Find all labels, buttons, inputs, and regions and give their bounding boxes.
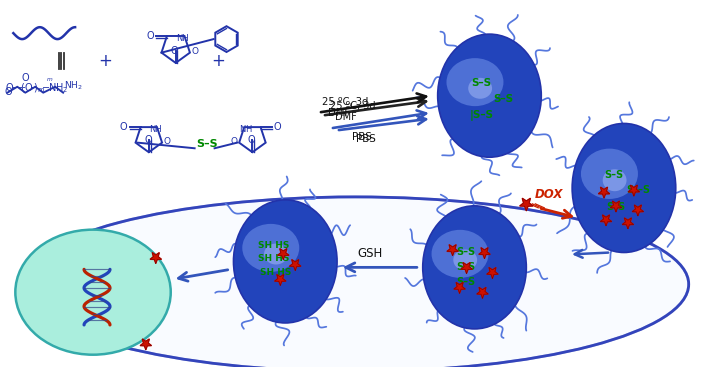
Polygon shape xyxy=(277,249,289,259)
Polygon shape xyxy=(629,185,640,196)
Polygon shape xyxy=(520,198,533,211)
Ellipse shape xyxy=(423,206,526,329)
Ellipse shape xyxy=(454,250,477,270)
Text: O: O xyxy=(247,135,255,145)
Text: S–S: S–S xyxy=(604,170,623,180)
Text: O: O xyxy=(230,137,237,146)
Polygon shape xyxy=(140,339,151,350)
Polygon shape xyxy=(632,205,643,216)
Text: +: + xyxy=(98,52,112,70)
Text: O: O xyxy=(171,46,178,56)
Text: O: O xyxy=(191,47,198,56)
Ellipse shape xyxy=(438,34,541,157)
Text: NH: NH xyxy=(176,34,189,43)
Ellipse shape xyxy=(432,230,488,278)
Polygon shape xyxy=(477,287,488,298)
Ellipse shape xyxy=(264,244,288,265)
Text: 25 ºC, 3d: 25 ºC, 3d xyxy=(330,100,375,110)
Text: |S–S: |S–S xyxy=(469,110,493,120)
Text: O: O xyxy=(4,87,12,97)
Ellipse shape xyxy=(603,169,626,191)
Text: DMF: DMF xyxy=(328,107,351,117)
Ellipse shape xyxy=(469,78,492,99)
Text: O: O xyxy=(274,122,282,132)
Text: S––S: S––S xyxy=(626,185,650,195)
Polygon shape xyxy=(454,282,465,293)
Text: S–S: S–S xyxy=(606,202,625,212)
Text: SH HS: SH HS xyxy=(258,241,290,250)
Text: O: O xyxy=(144,135,151,145)
Text: S–S: S–S xyxy=(456,262,476,272)
Text: $\rm NH_2$: $\rm NH_2$ xyxy=(64,80,83,92)
Text: DOX: DOX xyxy=(534,188,562,201)
Text: O: O xyxy=(21,73,29,83)
Text: DMF: DMF xyxy=(335,113,357,123)
Text: S–S: S–S xyxy=(456,247,476,258)
Ellipse shape xyxy=(572,123,675,252)
Text: $\rm O\!\!-\!\!\!\!-\!\!\!\!(O\!\!\!-\!\!\!\!)_m\!\!\!-\!\!NH_2$: $\rm O\!\!-\!\!\!\!-\!\!\!\!(O\!\!\!-\!\… xyxy=(6,81,69,95)
Text: S–S: S–S xyxy=(471,78,492,88)
Text: GSH: GSH xyxy=(358,247,383,261)
Text: S–S: S–S xyxy=(197,139,218,149)
Ellipse shape xyxy=(233,200,337,323)
Text: $_m$: $_m$ xyxy=(46,75,53,84)
Text: SH HS: SH HS xyxy=(260,268,292,277)
Polygon shape xyxy=(600,215,611,226)
Text: S–S: S–S xyxy=(456,277,476,287)
Polygon shape xyxy=(479,248,490,258)
Ellipse shape xyxy=(21,197,689,368)
Text: S–S: S–S xyxy=(493,93,513,104)
Text: PBS: PBS xyxy=(352,132,372,142)
Polygon shape xyxy=(610,201,621,212)
Text: H: H xyxy=(245,125,252,134)
Ellipse shape xyxy=(447,58,503,106)
Polygon shape xyxy=(599,187,610,198)
Polygon shape xyxy=(461,262,472,273)
Polygon shape xyxy=(622,218,634,229)
Text: PBS: PBS xyxy=(356,134,376,144)
Text: O: O xyxy=(146,31,154,41)
Text: O: O xyxy=(164,137,171,146)
Ellipse shape xyxy=(242,224,299,272)
Text: SH HS: SH HS xyxy=(258,254,290,263)
Polygon shape xyxy=(289,259,301,270)
Text: N: N xyxy=(239,125,245,134)
Text: 25 ºC, 3d: 25 ºC, 3d xyxy=(322,97,368,107)
Polygon shape xyxy=(150,252,161,263)
Polygon shape xyxy=(447,245,459,255)
Text: O: O xyxy=(120,122,127,132)
Polygon shape xyxy=(487,268,498,278)
Text: NH: NH xyxy=(149,125,161,134)
Polygon shape xyxy=(274,275,286,285)
Ellipse shape xyxy=(16,230,171,355)
Text: +: + xyxy=(212,52,225,70)
Ellipse shape xyxy=(581,149,638,199)
